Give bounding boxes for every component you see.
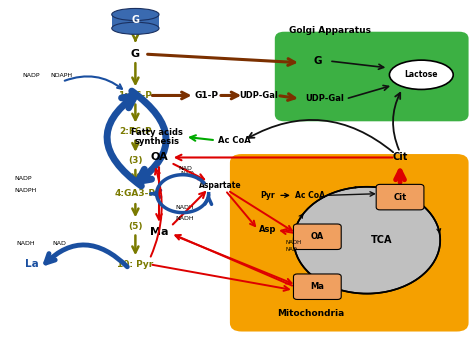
- Text: NADH: NADH: [176, 216, 194, 220]
- Ellipse shape: [112, 22, 159, 34]
- FancyArrowPatch shape: [393, 93, 400, 150]
- Text: NAD: NAD: [180, 171, 194, 176]
- Text: Cit: Cit: [392, 153, 408, 163]
- FancyBboxPatch shape: [293, 274, 341, 300]
- Text: NADH: NADH: [285, 240, 301, 245]
- Text: G: G: [131, 49, 140, 59]
- Text: NADP: NADP: [22, 73, 39, 78]
- FancyBboxPatch shape: [112, 15, 159, 28]
- Text: La: La: [25, 259, 38, 269]
- Text: 1:G6-P: 1:G6-P: [118, 91, 152, 100]
- Text: NADPH: NADPH: [14, 188, 36, 193]
- FancyBboxPatch shape: [293, 224, 341, 249]
- Text: Golgi Apparatus: Golgi Apparatus: [289, 26, 371, 35]
- Text: NADP: NADP: [14, 176, 31, 181]
- Text: NAD: NAD: [178, 165, 192, 171]
- Text: NADH: NADH: [175, 205, 194, 210]
- Text: Ac CoA: Ac CoA: [295, 191, 325, 200]
- Text: NAD: NAD: [53, 242, 66, 246]
- Text: 2:F6-P: 2:F6-P: [119, 127, 152, 136]
- Text: Asp: Asp: [258, 225, 276, 234]
- FancyBboxPatch shape: [230, 154, 469, 331]
- Circle shape: [294, 187, 440, 294]
- Text: UDP-Gal: UDP-Gal: [239, 91, 278, 100]
- FancyBboxPatch shape: [376, 184, 424, 210]
- Text: NAD: NAD: [285, 247, 297, 252]
- Text: Ma: Ma: [150, 227, 168, 237]
- Text: G: G: [131, 15, 139, 25]
- Text: NADH: NADH: [16, 242, 35, 246]
- Text: Fatty acids: Fatty acids: [131, 128, 182, 137]
- Text: G1-P: G1-P: [194, 91, 219, 100]
- Ellipse shape: [390, 60, 453, 89]
- Text: 4:GA3-P: 4:GA3-P: [115, 189, 156, 198]
- Text: 10: Pyr: 10: Pyr: [117, 260, 154, 269]
- Text: TCA: TCA: [370, 235, 392, 245]
- Text: Aspartate: Aspartate: [199, 181, 242, 190]
- Text: G: G: [313, 56, 321, 66]
- Text: Ac CoA: Ac CoA: [218, 136, 251, 145]
- Text: Cit: Cit: [393, 193, 407, 202]
- Text: (5): (5): [128, 222, 143, 231]
- Text: Lactose: Lactose: [405, 70, 438, 79]
- Text: NDAPH: NDAPH: [50, 73, 73, 78]
- Text: OA: OA: [311, 232, 324, 241]
- FancyArrowPatch shape: [248, 120, 393, 152]
- Text: synthesis: synthesis: [134, 137, 179, 146]
- FancyBboxPatch shape: [275, 32, 469, 121]
- Text: Ma: Ma: [310, 282, 324, 291]
- Ellipse shape: [112, 8, 159, 20]
- Text: Pyr: Pyr: [260, 191, 275, 200]
- Text: (3): (3): [128, 156, 143, 165]
- Text: OA: OA: [150, 153, 168, 163]
- Text: Mitochondria: Mitochondria: [277, 309, 345, 318]
- Text: UDP-Gal: UDP-Gal: [305, 94, 344, 103]
